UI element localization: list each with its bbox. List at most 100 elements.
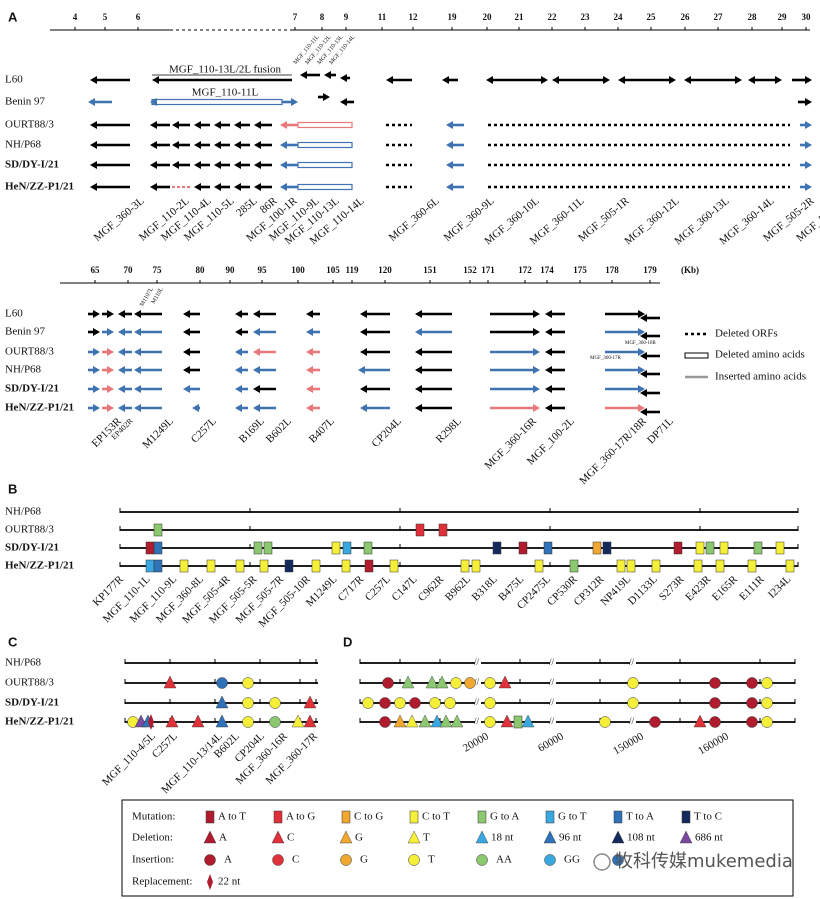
insertion-marker (429, 697, 441, 709)
legend-item: T (428, 854, 435, 866)
arrow-head (775, 76, 782, 84)
insertion-marker (394, 697, 406, 709)
mutation-marker (389, 559, 399, 573)
mutation-marker (613, 810, 623, 824)
scale-label: 100 (291, 265, 305, 275)
insertion-marker (242, 677, 254, 689)
arrow-head (340, 74, 347, 82)
arrow-head (805, 161, 812, 169)
scale-label: 6 (136, 12, 141, 22)
arrow-head (446, 141, 453, 149)
scale-label: 152 (463, 265, 477, 275)
insertion-marker (476, 854, 488, 866)
arrow-head (172, 141, 179, 149)
scale-label: 12 (409, 12, 419, 22)
arrow-head (415, 366, 422, 374)
mutation-marker (747, 559, 757, 573)
insertion-marker (761, 697, 773, 709)
insertion-marker (450, 677, 462, 689)
insertion-marker (242, 716, 254, 728)
deletion-marker (435, 675, 449, 689)
legend-row-label: Deletion: (132, 832, 173, 844)
scale-label: 4 (73, 12, 78, 22)
arrow-head (234, 161, 241, 169)
arrow-head (545, 328, 552, 336)
deletion-marker (475, 830, 489, 844)
arrow-head (306, 366, 313, 374)
legend-item: T to A (626, 811, 654, 823)
gene-label: NP419L (598, 573, 633, 608)
genome-label: L60 (5, 74, 23, 86)
legend-item: A (224, 854, 232, 866)
mutation-marker (153, 559, 163, 573)
insertion-marker (709, 697, 721, 709)
arrow-head (603, 76, 610, 84)
arrow-head (415, 404, 422, 412)
deletion-marker (425, 675, 439, 689)
arrow-head (291, 98, 298, 106)
scale-label: 9 (344, 12, 349, 22)
deletion-marker (611, 830, 625, 844)
arrow-head (118, 328, 125, 336)
watermark-icon (593, 853, 611, 871)
mutation-marker (471, 559, 481, 573)
break: // (629, 657, 635, 667)
gene-label: C962R (416, 573, 447, 604)
legend-item: 18 nt (491, 832, 513, 844)
arrow-head (545, 348, 552, 356)
legend-label: Inserted amino acids (715, 371, 806, 383)
insertion-marker (204, 854, 216, 866)
mutation-marker (284, 559, 294, 573)
deletion-marker (679, 830, 693, 844)
deletion-marker (405, 714, 419, 728)
scale-label: 27 (714, 12, 724, 22)
legend-item: G to A (490, 811, 519, 823)
mutation-marker (342, 541, 352, 555)
mutation-marker (364, 559, 374, 573)
arrow-head (415, 328, 422, 336)
mutation-marker (681, 810, 691, 824)
insertion-marker (746, 716, 758, 728)
unit-label: (Kb) (681, 265, 699, 275)
arrow-head (618, 76, 625, 84)
insertion-marker (709, 677, 721, 689)
insertion-marker (362, 697, 374, 709)
scale-label: 20 (483, 12, 493, 22)
genome-label: HeN/ZZ-P1/21 (5, 181, 74, 193)
genome-label: NH/P68 (5, 139, 42, 151)
genome-label: OURT88/3 (5, 119, 54, 131)
legend-item: A (219, 832, 227, 844)
mutation-marker (179, 559, 189, 573)
deletion-marker (430, 714, 444, 728)
scale-label: 151 (423, 265, 437, 275)
arrow-head (134, 404, 141, 412)
arrow-head (134, 310, 141, 318)
gene-label: CP204L (369, 415, 404, 450)
arrow-head (150, 121, 157, 129)
annotation: MGF_110-11L (192, 87, 259, 99)
arrow-head (805, 98, 812, 106)
arrow-head (638, 385, 645, 393)
arrow-head (235, 385, 242, 393)
insertion-marker (444, 697, 456, 709)
scale-label: 80 (196, 265, 206, 275)
deletion-marker (303, 714, 317, 728)
insertion-marker (599, 716, 611, 728)
deletion-marker (498, 675, 512, 689)
legend-row-label: Insertion: (132, 854, 174, 866)
small-label: MGF_360-18R (625, 341, 657, 346)
insertion-marker (544, 854, 556, 866)
mutation-marker (693, 559, 703, 573)
genome-label: Benin 97 (5, 326, 46, 338)
arrow-head (90, 76, 97, 84)
mutation-marker (602, 541, 612, 555)
arrow-head (118, 310, 125, 318)
arrow-head (684, 76, 691, 84)
legend-label: Deleted ORFs (715, 328, 778, 340)
arrow-head (134, 385, 141, 393)
arrow-head (93, 310, 100, 318)
arrow-head (533, 385, 540, 393)
arrow-head (192, 404, 199, 412)
arrow-head (300, 71, 307, 79)
insertion-marker (408, 854, 420, 866)
